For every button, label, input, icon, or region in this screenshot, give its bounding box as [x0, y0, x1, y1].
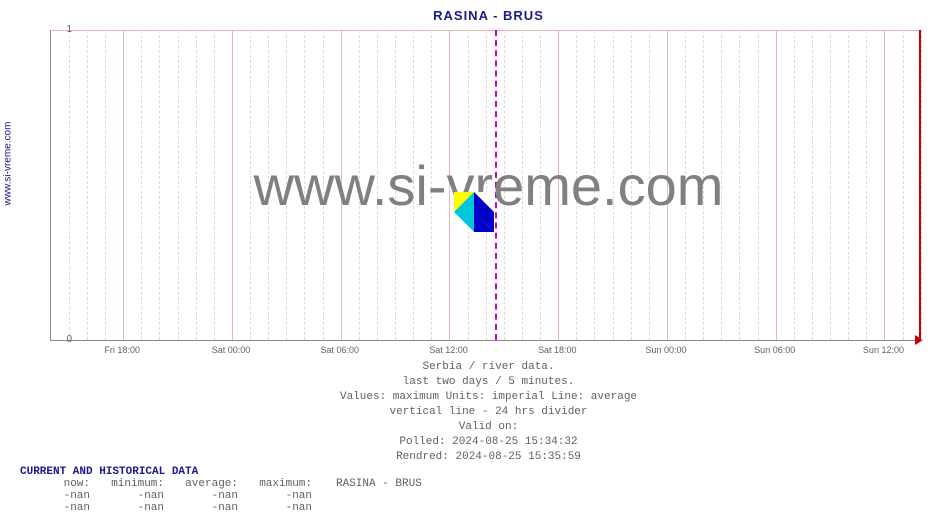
cell: -nan: [242, 490, 316, 502]
gridline-v-minor: [921, 30, 922, 340]
gridline-v-minor: [540, 30, 541, 340]
data-row-1: -nan -nan -nan -nan: [20, 490, 422, 502]
gridline-v-minor: [812, 30, 813, 340]
gridline-v-minor: [286, 30, 287, 340]
cell: -nan: [168, 502, 242, 514]
xtick-label: Sun 06:00: [754, 345, 795, 355]
col-avg: average:: [168, 478, 242, 490]
gridline-v-minor: [721, 30, 722, 340]
col-max: maximum:: [242, 478, 316, 490]
col-now: now:: [20, 478, 94, 490]
info-line-6: Polled: 2024-08-25 15:34:32: [50, 435, 927, 450]
gridline-v-minor: [431, 30, 432, 340]
gridline-v-minor: [69, 30, 70, 340]
gridline-v-minor: [395, 30, 396, 340]
gridline-v-minor: [196, 30, 197, 340]
data-row-2: -nan -nan -nan -nan: [20, 502, 422, 514]
y-axis-label: www.si-vreme.com: [3, 122, 14, 206]
ytick-label: 1: [52, 24, 72, 35]
info-line-7: Rendred: 2024-08-25 15:35:59: [50, 450, 927, 465]
gridline-v-minor: [359, 30, 360, 340]
gridline-v-minor: [594, 30, 595, 340]
xtick-label: Sun 12:00: [863, 345, 904, 355]
col-min: minimum:: [94, 478, 168, 490]
gridline-v-minor: [159, 30, 160, 340]
end-arrow-icon: [915, 335, 923, 345]
gridline-v-minor: [613, 30, 614, 340]
gridline-v-minor: [268, 30, 269, 340]
xtick-label: Sat 18:00: [538, 345, 577, 355]
info-line-5: Valid on:: [50, 420, 927, 435]
plot-area: [50, 30, 921, 341]
gridline-v-major: [449, 30, 450, 340]
divider-24h: [495, 30, 497, 340]
gridline-v-major: [558, 30, 559, 340]
gridline-v-major: [884, 30, 885, 340]
cell: -nan: [168, 490, 242, 502]
gridline-v-minor: [214, 30, 215, 340]
info-line-2: last two days / 5 minutes.: [50, 375, 927, 390]
gridline-v-minor: [758, 30, 759, 340]
xtick-label: Sat 12:00: [429, 345, 468, 355]
gridline-v-minor: [649, 30, 650, 340]
gridline-v-minor: [522, 30, 523, 340]
xtick-label: Sat 06:00: [320, 345, 359, 355]
cell: -nan: [94, 490, 168, 502]
gridline-v-minor: [848, 30, 849, 340]
info-line-3: Values: maximum Units: imperial Line: av…: [50, 390, 927, 405]
cell: -nan: [94, 502, 168, 514]
info-line-1: Serbia / river data.: [50, 360, 927, 375]
chart-container: www.si-vreme.com RASINA - BRUS www.si-vr…: [0, 0, 947, 420]
logo-icon: [454, 192, 494, 232]
gridline-v-major: [232, 30, 233, 340]
gridline-v-minor: [250, 30, 251, 340]
chart-title: RASINA - BRUS: [50, 8, 927, 23]
gridline-v-minor: [576, 30, 577, 340]
gridline-v-minor: [504, 30, 505, 340]
gridline-v-minor: [141, 30, 142, 340]
gridline-v-minor: [830, 30, 831, 340]
gridline-v-minor: [377, 30, 378, 340]
cell: -nan: [20, 490, 94, 502]
data-header: CURRENT AND HISTORICAL DATA: [20, 466, 422, 478]
gridline-v-major: [341, 30, 342, 340]
gridline-v-minor: [105, 30, 106, 340]
info-line-4: vertical line - 24 hrs divider: [50, 405, 927, 420]
gridline-v-minor: [739, 30, 740, 340]
gridline-v-minor: [178, 30, 179, 340]
series-label: RASINA - BRUS: [316, 478, 422, 490]
gridline-v-minor: [304, 30, 305, 340]
cell: -nan: [242, 502, 316, 514]
gridline-v-minor: [631, 30, 632, 340]
gridline-v-minor: [87, 30, 88, 340]
gridline-v-minor: [903, 30, 904, 340]
ytick-label: 0: [52, 334, 72, 345]
data-section: CURRENT AND HISTORICAL DATA now: minimum…: [20, 466, 422, 514]
gridline-v-minor: [794, 30, 795, 340]
cell: -nan: [20, 502, 94, 514]
gridline-v-minor: [323, 30, 324, 340]
gridline-v-major: [776, 30, 777, 340]
xtick-label: Sat 00:00: [212, 345, 251, 355]
gridline-v-minor: [468, 30, 469, 340]
xtick-label: Sun 00:00: [645, 345, 686, 355]
xtick-label: Fri 18:00: [104, 345, 140, 355]
gridline-v-major: [667, 30, 668, 340]
data-columns-row: now: minimum: average: maximum: RASINA -…: [20, 478, 422, 490]
gridline-v-minor: [703, 30, 704, 340]
gridline-v-major: [123, 30, 124, 340]
gridline-v-minor: [866, 30, 867, 340]
gridline-v-minor: [685, 30, 686, 340]
gridline-v-minor: [486, 30, 487, 340]
gridline-v-minor: [413, 30, 414, 340]
